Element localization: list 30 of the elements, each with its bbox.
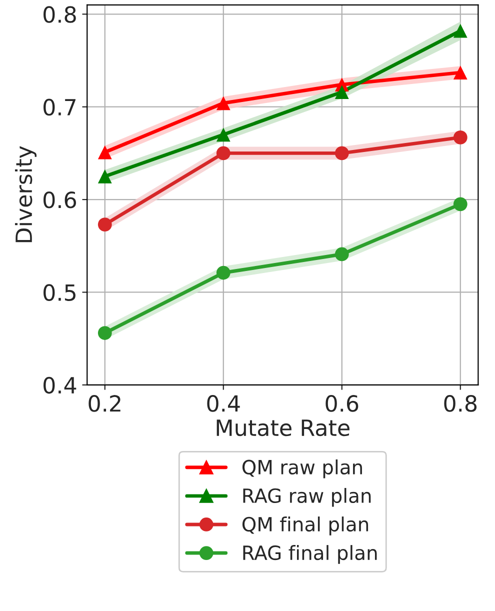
- legend-label: QM final plan: [242, 516, 368, 536]
- y-tick-label: 0.8: [44, 6, 76, 23]
- point: [453, 197, 468, 212]
- x-tick-label: 0.8: [444, 395, 477, 412]
- x-tick-label: 0.4: [207, 395, 240, 412]
- point: [453, 24, 468, 38]
- point: [334, 85, 349, 99]
- x-tick-label: 0.2: [88, 395, 120, 412]
- legend-label: QM raw plan: [242, 459, 362, 478]
- point: [98, 218, 112, 232]
- point: [216, 128, 230, 142]
- point: [216, 266, 230, 280]
- y-tick-label: 0.7: [44, 98, 76, 116]
- legend-label: RAG final plan: [243, 545, 377, 564]
- y-tick-label: 0.6: [44, 191, 76, 208]
- point: [216, 146, 230, 160]
- point: [216, 96, 230, 110]
- legend-label: RAG raw plan: [243, 488, 371, 507]
- x-tick-label: 0.6: [326, 395, 358, 412]
- y-tick-label: 0.4: [44, 376, 76, 394]
- point: [453, 130, 468, 144]
- y-axis-title: Diversity: [14, 146, 36, 242]
- point: [98, 326, 112, 340]
- point: [98, 145, 112, 160]
- point: [334, 146, 349, 160]
- x-axis-title: Mutate Rate: [216, 420, 350, 436]
- point: [453, 66, 468, 80]
- y-tick-label: 0.5: [44, 284, 76, 301]
- point: [334, 247, 349, 262]
- point: [98, 169, 112, 184]
